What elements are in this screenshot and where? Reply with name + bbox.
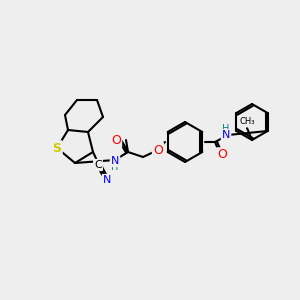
Text: H: H bbox=[111, 162, 119, 172]
Text: O: O bbox=[111, 134, 121, 146]
Text: N: N bbox=[222, 130, 230, 140]
Text: O: O bbox=[153, 143, 163, 157]
Text: S: S bbox=[52, 142, 62, 154]
Text: C: C bbox=[94, 160, 102, 170]
Text: O: O bbox=[217, 148, 227, 161]
Text: H: H bbox=[222, 124, 230, 134]
Text: N: N bbox=[111, 156, 119, 166]
Text: N: N bbox=[103, 175, 111, 185]
Text: CH₃: CH₃ bbox=[239, 118, 255, 127]
